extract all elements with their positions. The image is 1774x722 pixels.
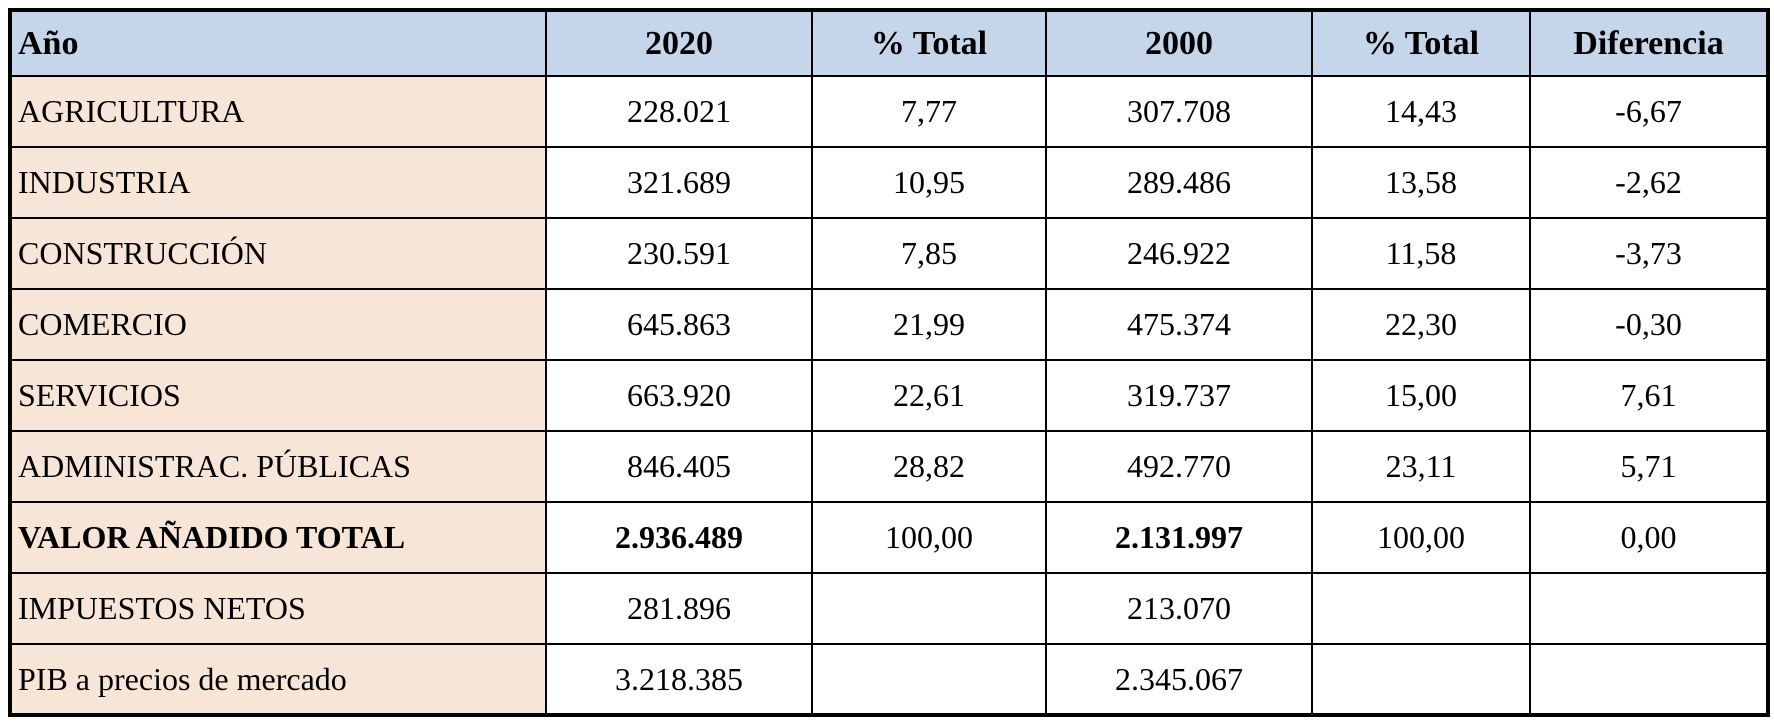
- row-label-cell: INDUSTRIA: [9, 146, 547, 219]
- row-label-cell: IMPUESTOS NETOS: [9, 572, 547, 645]
- table-row: COMERCIO 645.863 21,99 475.374 22,30 -0,30: [9, 288, 1769, 361]
- value-cell: 0,00: [1529, 501, 1769, 574]
- table-row: INDUSTRIA 321.689 10,95 289.486 13,58 -2,62: [9, 146, 1769, 219]
- value-cell: 3.218.385: [545, 643, 813, 716]
- table-row: AGRICULTURA 228.021 7,77 307.708 14,43 -6,67: [9, 75, 1769, 148]
- value-cell: 10,95: [811, 146, 1047, 219]
- header-cell-pct-total-2020: % Total: [811, 9, 1047, 77]
- row-label-cell: PIB a precios de mercado: [9, 643, 547, 716]
- value-cell: 2.936.489: [545, 501, 813, 574]
- value-cell: 475.374: [1045, 288, 1313, 361]
- value-cell: 228.021: [545, 75, 813, 148]
- value-cell: 100,00: [1311, 501, 1531, 574]
- value-cell: [1529, 643, 1769, 716]
- value-cell: 645.863: [545, 288, 813, 361]
- table-row: PIB a precios de mercado 3.218.385 2.345.0…: [9, 643, 1769, 716]
- row-label-cell: CONSTRUCCIÓN: [9, 217, 547, 290]
- value-cell: [1311, 572, 1531, 645]
- value-cell: -3,73: [1529, 217, 1769, 290]
- sector-value-table: Año 2020 % Total 2000 % Total Diferencia…: [8, 8, 1770, 717]
- value-cell: 7,61: [1529, 359, 1769, 432]
- value-cell: 22,30: [1311, 288, 1531, 361]
- value-cell: [1529, 572, 1769, 645]
- value-cell: 28,82: [811, 430, 1047, 503]
- value-cell: -0,30: [1529, 288, 1769, 361]
- value-cell: 23,11: [1311, 430, 1531, 503]
- header-row: Año 2020 % Total 2000 % Total Diferencia: [9, 9, 1769, 77]
- table-row: SERVICIOS 663.920 22,61 319.737 15,00 7,61: [9, 359, 1769, 432]
- row-label-cell: COMERCIO: [9, 288, 547, 361]
- value-cell: 321.689: [545, 146, 813, 219]
- value-cell: 2.345.067: [1045, 643, 1313, 716]
- value-cell: 7,85: [811, 217, 1047, 290]
- table-row: IMPUESTOS NETOS 281.896 213.070: [9, 572, 1769, 645]
- header-cell-pct-total-2000: % Total: [1311, 9, 1531, 77]
- value-cell: 213.070: [1045, 572, 1313, 645]
- value-cell: 22,61: [811, 359, 1047, 432]
- value-cell: 13,58: [1311, 146, 1531, 219]
- header-cell-2020: 2020: [545, 9, 813, 77]
- value-cell: 319.737: [1045, 359, 1313, 432]
- value-cell: 281.896: [545, 572, 813, 645]
- value-cell: -6,67: [1529, 75, 1769, 148]
- value-cell: 307.708: [1045, 75, 1313, 148]
- value-cell: 492.770: [1045, 430, 1313, 503]
- value-cell: 5,71: [1529, 430, 1769, 503]
- table-body: AGRICULTURA 228.021 7,77 307.708 14,43 -6,67 I…: [9, 75, 1769, 716]
- value-cell: 15,00: [1311, 359, 1531, 432]
- value-cell: 14,43: [1311, 75, 1531, 148]
- value-cell: 11,58: [1311, 217, 1531, 290]
- row-label-cell: ADMINISTRAC. PÚBLICAS: [9, 430, 547, 503]
- value-cell: [811, 572, 1047, 645]
- value-cell: 663.920: [545, 359, 813, 432]
- row-label-cell: VALOR AÑADIDO TOTAL: [9, 501, 547, 574]
- row-label-cell: SERVICIOS: [9, 359, 547, 432]
- value-cell: -2,62: [1529, 146, 1769, 219]
- value-cell: 846.405: [545, 430, 813, 503]
- value-cell: 100,00: [811, 501, 1047, 574]
- table-row: CONSTRUCCIÓN 230.591 7,85 246.922 11,58 -3,73: [9, 217, 1769, 290]
- value-cell: 246.922: [1045, 217, 1313, 290]
- header-cell-ano: Año: [9, 9, 547, 77]
- header-cell-2000: 2000: [1045, 9, 1313, 77]
- value-cell: 230.591: [545, 217, 813, 290]
- row-label-cell: AGRICULTURA: [9, 75, 547, 148]
- table-row: VALOR AÑADIDO TOTAL 2.936.489 100,00 2.131.…: [9, 501, 1769, 574]
- table-row: ADMINISTRAC. PÚBLICAS 846.405 28,82 492.770…: [9, 430, 1769, 503]
- value-cell: 289.486: [1045, 146, 1313, 219]
- value-cell: 7,77: [811, 75, 1047, 148]
- header-cell-diferencia: Diferencia: [1529, 9, 1769, 77]
- value-cell: [811, 643, 1047, 716]
- sector-value-table-container: Año 2020 % Total 2000 % Total Diferencia…: [8, 8, 1770, 717]
- value-cell: 21,99: [811, 288, 1047, 361]
- value-cell: 2.131.997: [1045, 501, 1313, 574]
- value-cell: [1311, 643, 1531, 716]
